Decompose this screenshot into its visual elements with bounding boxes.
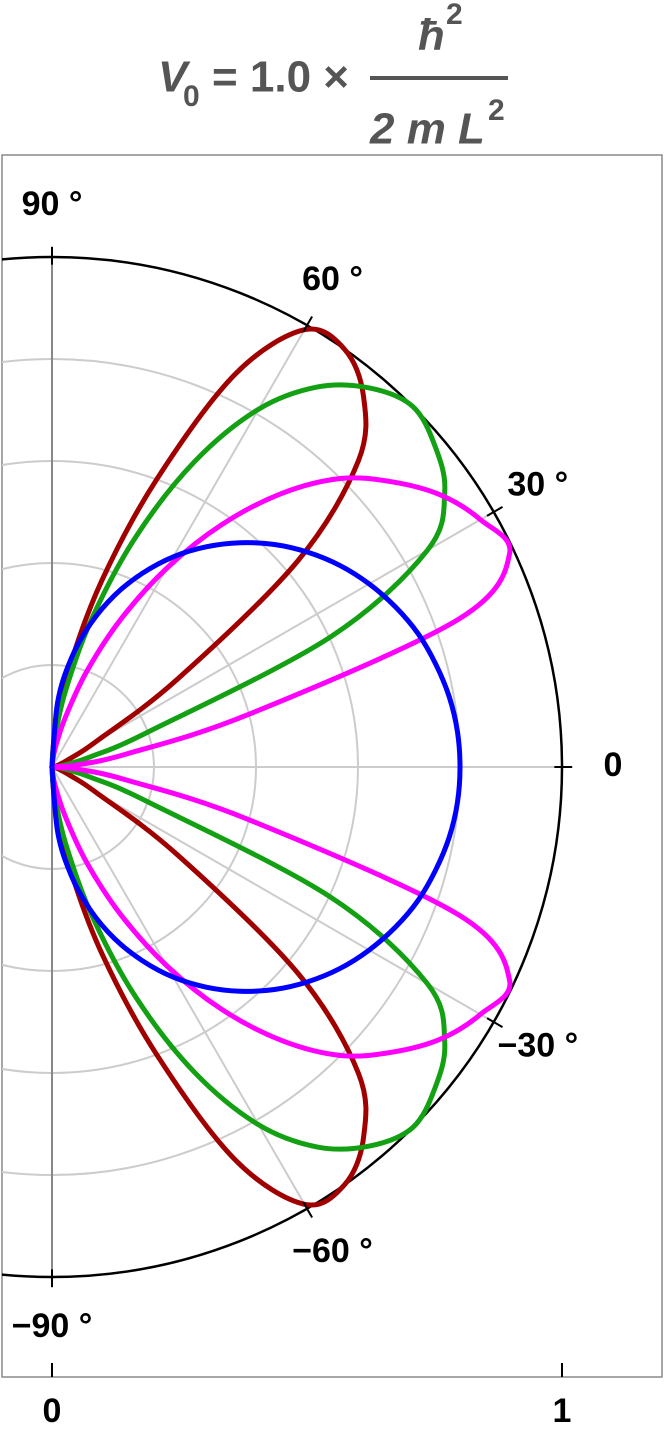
theta-tick-label: 60 ° (302, 260, 363, 298)
theta-tick-label: 30 ° (507, 465, 568, 503)
plot-area (2, 255, 564, 1279)
theta-tick-label: −30 ° (497, 1026, 578, 1064)
theta-tick-label: −60 ° (292, 1232, 373, 1270)
grid-line (51, 511, 495, 768)
title-lhs: V (158, 53, 191, 102)
theta-tick (302, 1201, 313, 1219)
grid-line (51, 324, 308, 768)
title-numerator: ħ (418, 11, 445, 60)
title-lhs-sub: 0 (183, 80, 200, 113)
grid-line (51, 766, 308, 1210)
title-denominator: 2 m L (369, 105, 485, 154)
theta-tick (302, 315, 313, 333)
frame (1, 154, 663, 1378)
theta-tick (486, 506, 504, 517)
r-tick-label: 0 (43, 1392, 62, 1430)
title-middle: = 1.0 × (212, 53, 349, 102)
theta-tick-label: 90 ° (22, 185, 83, 223)
grid-line (51, 766, 495, 1023)
theta-tick (486, 1017, 504, 1028)
title-numerator-sup: 2 (446, 0, 463, 31)
theta-tick-label: 0 (604, 746, 623, 784)
r-tick-label: 1 (553, 1392, 572, 1430)
theta-tick-label: −90 ° (12, 1307, 93, 1345)
polar-curve (49, 540, 463, 994)
title-denominator-sup: 2 (488, 94, 505, 127)
